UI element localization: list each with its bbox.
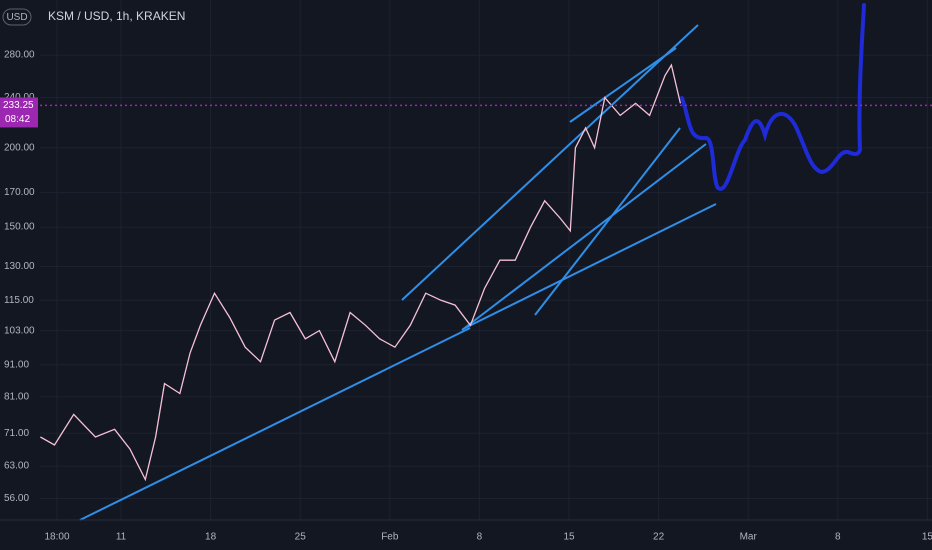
y-tick-label: 81.00 [4,391,29,402]
currency: USD [6,12,27,23]
trend-line [461,143,707,331]
y-tick-label: 103.00 [4,325,35,336]
price-axis [0,0,38,520]
x-tick-label: 15 [563,532,575,543]
y-tick-label: 91.00 [4,359,29,370]
last-price: 233.25 [3,100,34,111]
currency-badge [2,8,32,26]
price-line [40,63,682,482]
y-tick-label: 280.00 [4,50,35,61]
y-tick-label: 130.00 [4,261,35,272]
x-tick-label: 18:00 [45,532,70,543]
y-tick-label: 71.00 [4,428,29,439]
trend-lines [79,24,717,521]
trend-line [401,24,699,301]
x-tick-label: 11 [116,532,127,543]
forecast-drawing [680,3,866,191]
trend-line [79,327,471,521]
y-tick-label: 63.00 [4,461,29,472]
y-tick-label: 200.00 [4,142,35,153]
countdown: 08:42 [5,114,30,125]
x-tick-label: 25 [295,532,307,543]
plot [40,63,932,482]
x-tick-label: 15 [922,532,932,543]
last-price-badge [0,97,38,128]
y-tick-label: 115.00 [4,295,34,306]
x-tick-label: Feb [381,532,399,543]
y-tick-label: 150.00 [4,222,35,233]
x-tick-label: 18 [205,532,217,543]
trend-line [569,47,677,123]
x-tick-label: 8 [477,532,483,543]
x-tick-label: 22 [653,532,665,543]
grid [40,0,932,520]
x-tick-label: 8 [835,532,841,543]
chart-title: KSM / USD, 1h, KRAKEN [48,9,185,23]
x-tick-label: Mar [740,532,758,543]
y-tick-label: 170.00 [4,187,35,198]
trend-line [464,203,717,329]
y-tick-label: 56.00 [4,493,29,504]
trend-line [534,127,681,316]
